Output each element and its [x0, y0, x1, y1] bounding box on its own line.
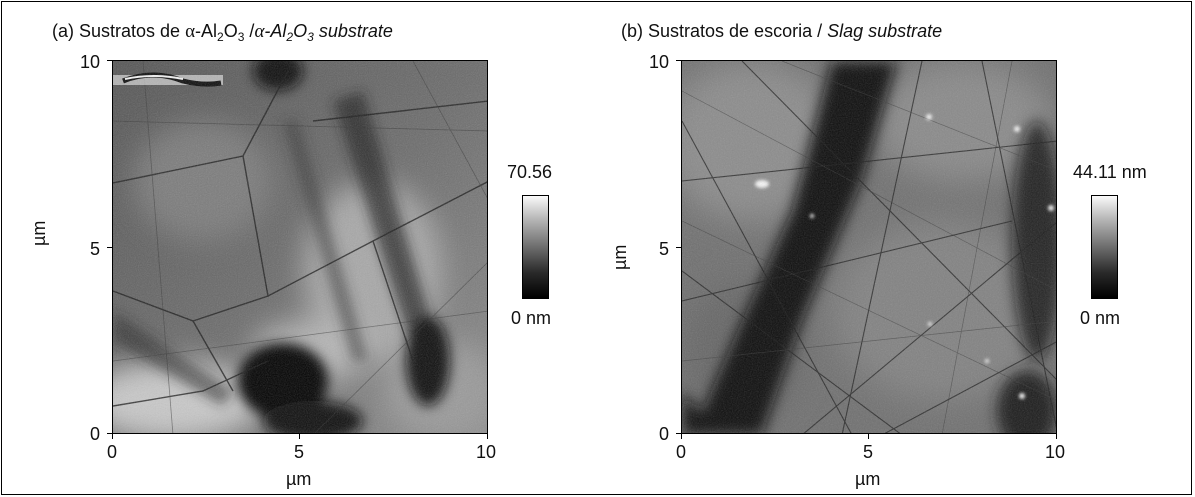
panel-b-colorbar-min: 0 nm	[1080, 308, 1121, 328]
panel-a-xtick-label-5: 5	[294, 442, 305, 462]
panel-a-ylabel: µm	[29, 220, 49, 246]
panel-a-ytick-5	[107, 247, 112, 248]
panel-b-title: (b) Sustratos de escoria / Slag substrat…	[621, 22, 942, 40]
panel-a-xlabel: µm	[286, 469, 312, 489]
panel-b-title-prefix: (b) Sustratos de escoria /	[621, 21, 828, 41]
panel-a-title-sep: /	[244, 21, 255, 41]
panel-a-title: (a) Sustratos de α-Al2O3 /α-Al2O3 substr…	[52, 21, 393, 44]
panel-a-title-sub2: 3	[237, 30, 245, 44]
panel-a-ytick-label-5: 5	[90, 239, 101, 259]
panel-b-xtick-label-5: 5	[863, 442, 874, 462]
panel-a-title-ital-sub2: 3	[307, 30, 314, 44]
panel-b-xtick-0	[681, 434, 682, 439]
panel-a-title-ital-o: O	[293, 21, 308, 41]
panel-b-ylabel: µm	[610, 244, 630, 270]
panel-a-ytick-10	[107, 60, 112, 61]
panel-b-ytick-0	[676, 433, 681, 434]
panel-b-xtick-label-0: 0	[676, 442, 687, 462]
panel-a-xtick-0	[112, 434, 113, 439]
panel-a-title-prefix: (a) Sustratos de	[52, 21, 186, 41]
panel-a-ytick-0	[107, 433, 112, 434]
panel-b-ytick-10	[676, 60, 681, 61]
panel-b-xtick-10	[1056, 434, 1057, 439]
panel-b-ytick-5	[676, 247, 681, 248]
panel-a-colorbar-max: 70.56	[507, 162, 553, 182]
panel-a-title-ital-end: substrate	[313, 21, 393, 41]
panel-b-ytick-label-5: 5	[659, 239, 670, 259]
panel-b-colorbar-max: 44.11 nm	[1073, 162, 1147, 182]
panel-a-title-sub1: 2	[217, 30, 224, 44]
panel-b-colorbar	[1091, 195, 1118, 299]
panel-b-xtick-label-10: 10	[1045, 442, 1066, 462]
panel-a-xtick-label-10: 10	[476, 442, 497, 462]
panel-a-xtick-10	[487, 434, 488, 439]
panel-a-ytick-label-10: 10	[80, 52, 101, 72]
panel-b-title-ital: Slag substrate	[827, 21, 943, 41]
panel-b-xlabel: µm	[855, 469, 881, 489]
panel-a-title-ital-sub1: 2	[286, 30, 294, 44]
panel-a-xtick-5	[299, 434, 300, 439]
panel-a-title-al: -Al	[195, 21, 218, 41]
panel-a-ytick-label-0: 0	[90, 424, 101, 444]
panel-b-ytick-label-0: 0	[659, 424, 670, 444]
panel-b-afm-image	[681, 60, 1057, 434]
panel-b-xtick-5	[868, 434, 869, 439]
panel-a-title-alpha: α	[185, 21, 196, 42]
panel-a-title-ital-al: -Al	[264, 21, 287, 41]
panel-a-colorbar	[522, 195, 549, 299]
panel-a-title-o: O	[223, 21, 238, 41]
panel-a-afm-image	[112, 60, 488, 434]
panel-a-colorbar-min: 0 nm	[511, 308, 552, 328]
panel-a-title-alpha2: α	[254, 21, 265, 42]
panel-b-ytick-label-10: 10	[649, 52, 670, 72]
panel-a-xtick-label-0: 0	[107, 442, 118, 462]
